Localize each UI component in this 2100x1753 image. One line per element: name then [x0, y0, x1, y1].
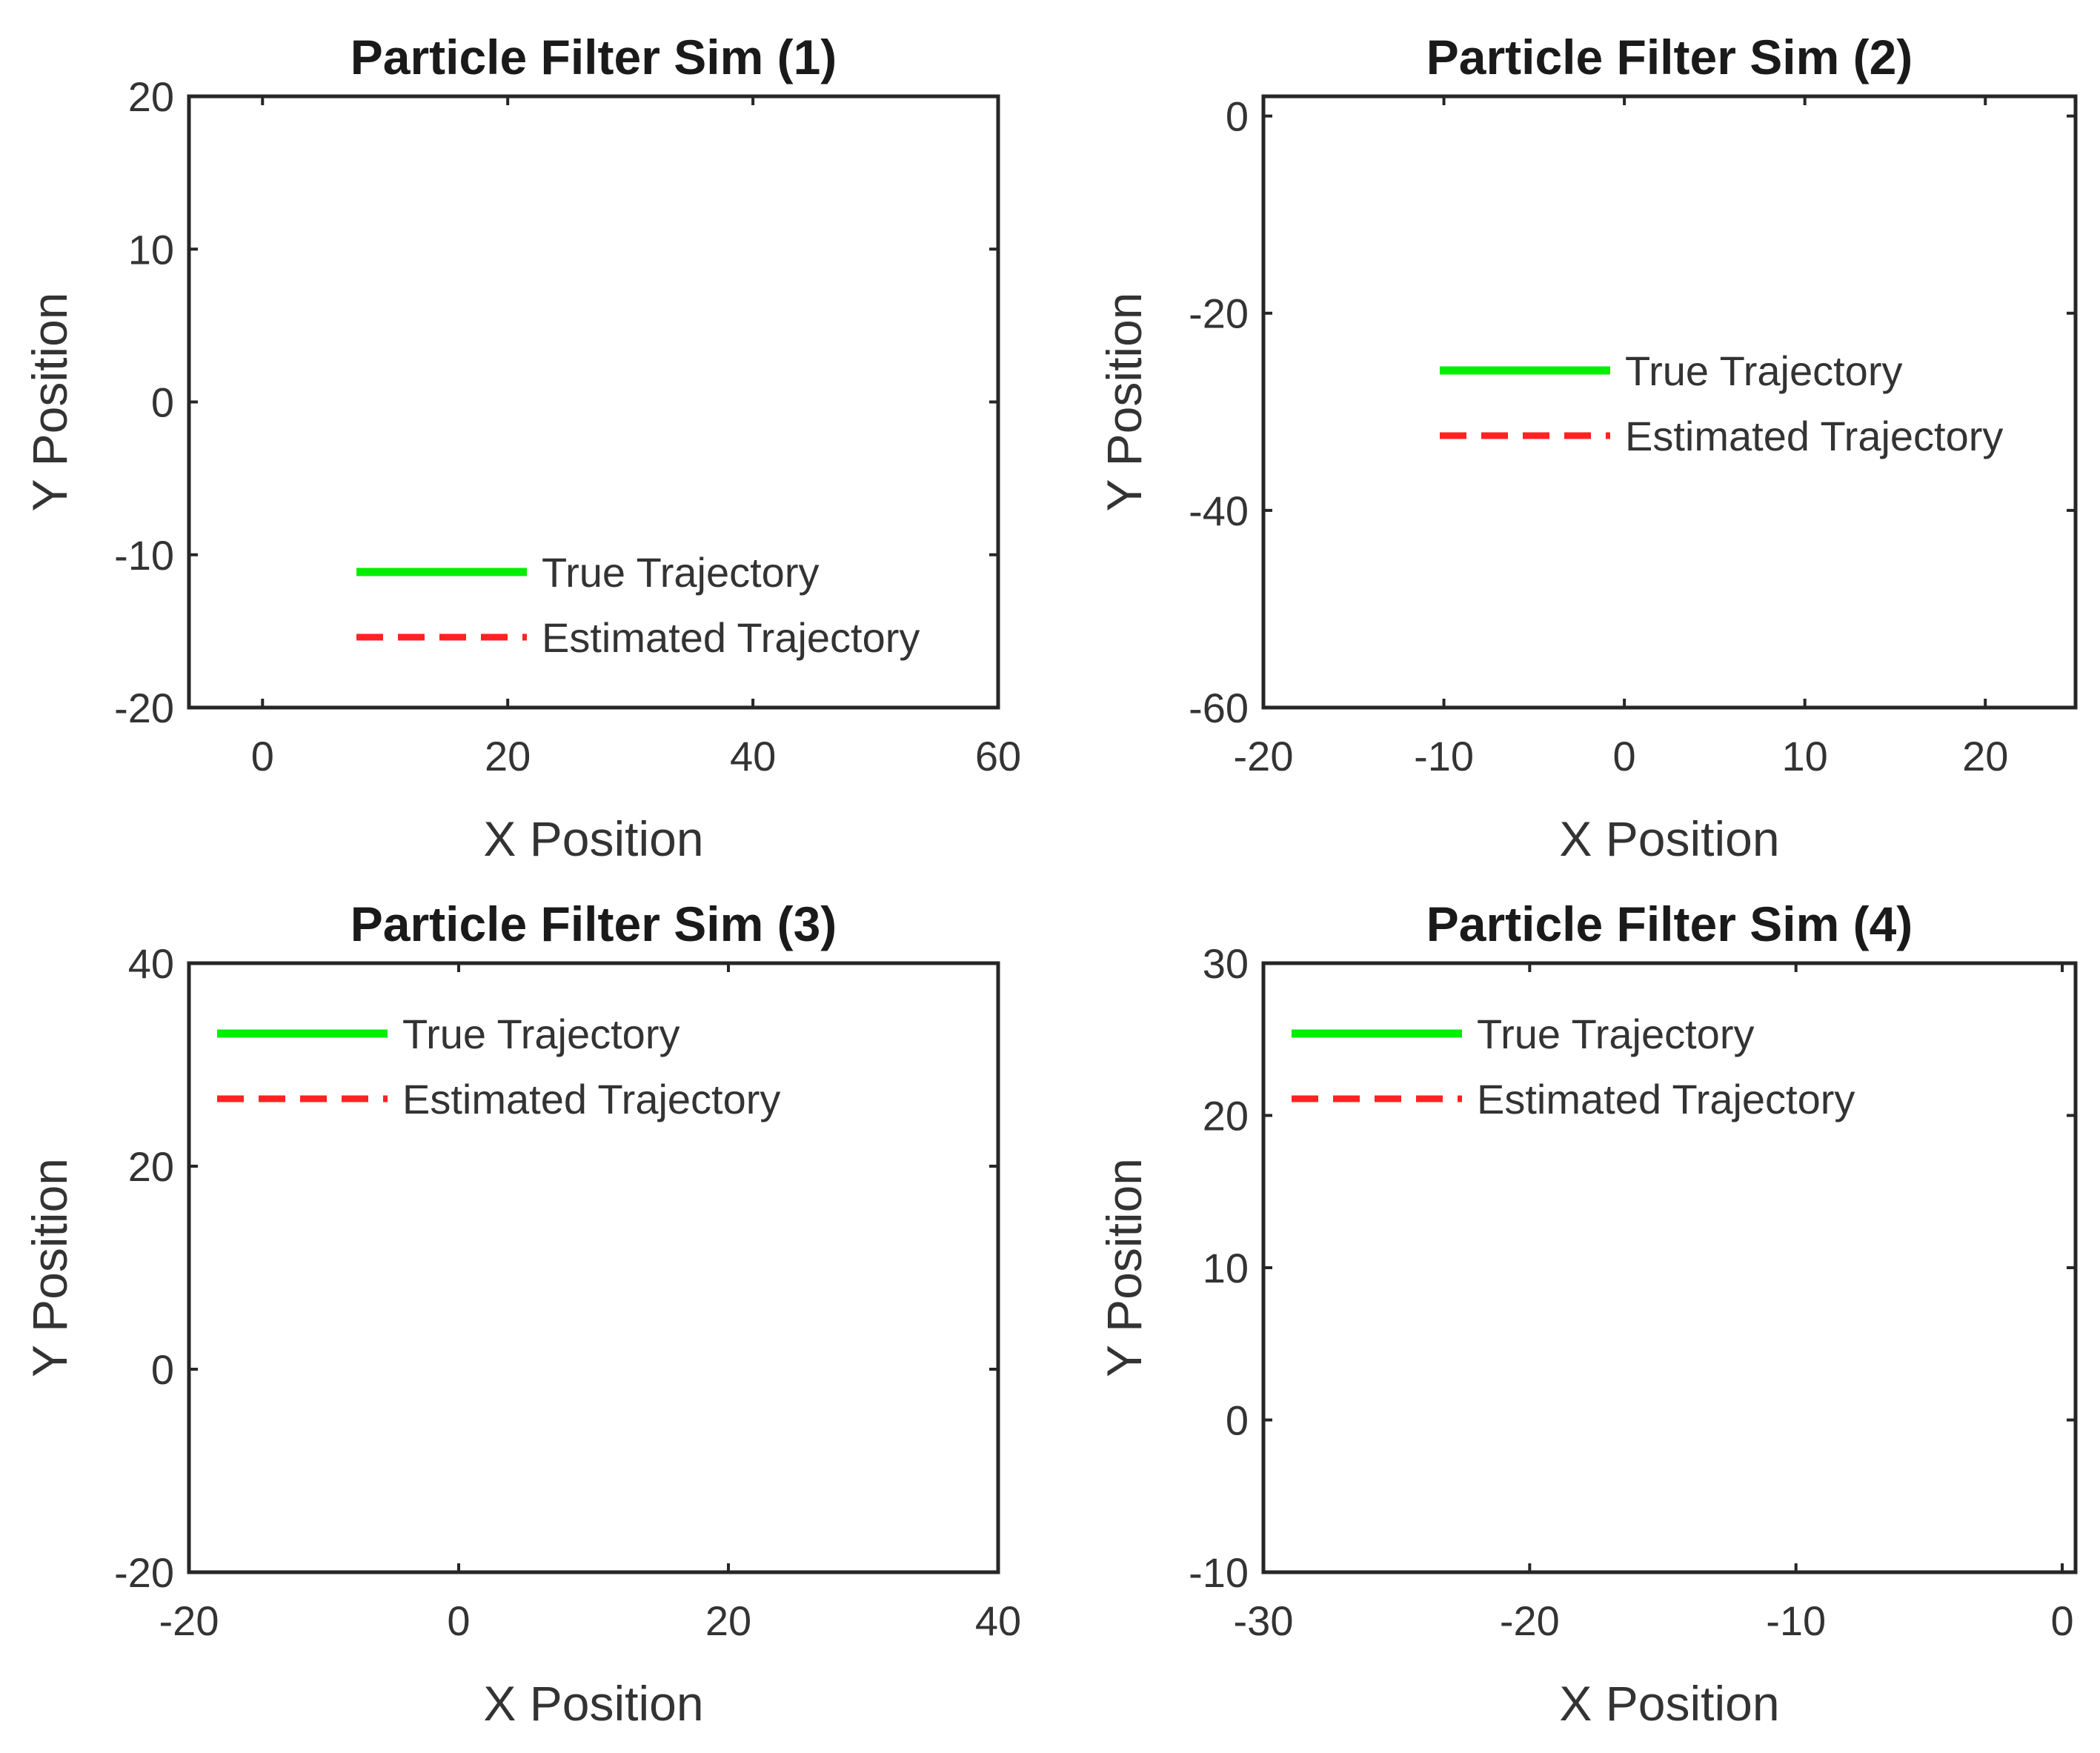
y-tick-label: -20: [114, 1549, 174, 1596]
legend-estimated-label: Estimated Trajectory: [402, 1076, 780, 1122]
axes-box: [187, 94, 1000, 710]
x-tick-label: -10: [1766, 1597, 1826, 1644]
chart-title: Particle Filter Sim (1): [350, 30, 837, 84]
x-tick-label: 60: [975, 733, 1021, 779]
y-tick-label: 10: [1203, 1245, 1249, 1291]
legend-estimated-label: Estimated Trajectory: [1625, 413, 2003, 459]
legend-true-label: True Trajectory: [1625, 347, 1902, 394]
x-tick-label: 10: [1782, 733, 1828, 779]
y-tick-label: 30: [1203, 940, 1249, 987]
legend-true-label: True Trajectory: [402, 1011, 679, 1057]
legend-estimated-label: Estimated Trajectory: [1477, 1076, 1855, 1122]
x-axis-label: X Position: [483, 811, 703, 866]
x-tick-label: 0: [251, 733, 274, 779]
x-tick-label: 20: [1962, 733, 2008, 779]
y-tick-label: 0: [151, 1346, 174, 1393]
y-tick-label: 20: [128, 73, 174, 120]
legend-true-label: True Trajectory: [1477, 1011, 1754, 1057]
x-axis-label: X Position: [483, 1676, 703, 1731]
x-tick-label: -30: [1234, 1597, 1294, 1644]
x-axis-label: X Position: [1559, 811, 1779, 866]
y-tick-label: -20: [114, 685, 174, 731]
y-tick-label: 10: [128, 226, 174, 273]
y-axis-label: Y Position: [22, 293, 77, 512]
x-tick-label: 40: [730, 733, 776, 779]
x-tick-label: -20: [1234, 733, 1294, 779]
y-axis-label: Y Position: [22, 1158, 77, 1377]
x-tick-label: 0: [447, 1597, 470, 1644]
chart-title: Particle Filter Sim (3): [350, 897, 837, 951]
x-tick-label: -20: [159, 1597, 219, 1644]
legend: True Trajectory Estimated Trajectory: [217, 1011, 780, 1122]
y-tick-label: 20: [1203, 1093, 1249, 1140]
y-tick-label: -40: [1189, 488, 1249, 534]
y-tick-label: -60: [1189, 685, 1249, 731]
x-axis-label: X Position: [1559, 1676, 1779, 1731]
x-tick-label: 0: [2050, 1597, 2073, 1644]
x-tick-label: 0: [1613, 733, 1636, 779]
y-tick-label: 0: [1226, 1397, 1249, 1444]
y-tick-label: 20: [128, 1143, 174, 1190]
legend: True Trajectory Estimated Trajectory: [1440, 347, 2003, 459]
legend-estimated-label: Estimated Trajectory: [542, 614, 920, 661]
x-tick-label: -20: [1500, 1597, 1560, 1644]
legend: True Trajectory Estimated Trajectory: [1292, 1011, 1855, 1122]
x-tick-label: -10: [1414, 733, 1474, 779]
y-tick-label: 40: [128, 940, 174, 987]
x-tick-label: 40: [975, 1597, 1021, 1644]
axes-box: [187, 961, 1000, 1574]
legend: True Trajectory Estimated Trajectory: [356, 549, 920, 661]
chart-panel-2: -20 -10 0 10 20 -60 -40 -20 0 Particle Filter Sim…: [1097, 30, 2078, 866]
chart-title: Particle Filter Sim (4): [1426, 897, 1913, 951]
axes-box: [1261, 94, 2078, 710]
chart-title: Particle Filter Sim (2): [1426, 30, 1913, 84]
x-tick-label: 20: [485, 733, 531, 779]
y-tick-label: 0: [1226, 93, 1249, 140]
chart-panel-1: 0 20 40 60 -20 -10 0 10 20 Particle Filter Sim (1…: [22, 30, 1021, 866]
y-tick-label: -10: [114, 532, 174, 579]
y-tick-label: -20: [1189, 290, 1249, 337]
y-tick-label: 0: [151, 379, 174, 426]
y-axis-label: Y Position: [1097, 1158, 1152, 1377]
chart-panel-3: -20 0 20 40 -20 0 20 40 Particle Filter Sim (3) X…: [22, 897, 1021, 1731]
y-axis-label: Y Position: [1097, 293, 1152, 512]
legend-true-label: True Trajectory: [542, 549, 819, 596]
chart-panel-4: -30 -20 -10 0 -10 0 10 20 30 Particle Filter Sim …: [1097, 897, 2078, 1731]
y-tick-label: -10: [1189, 1549, 1249, 1596]
x-tick-label: 20: [705, 1597, 751, 1644]
